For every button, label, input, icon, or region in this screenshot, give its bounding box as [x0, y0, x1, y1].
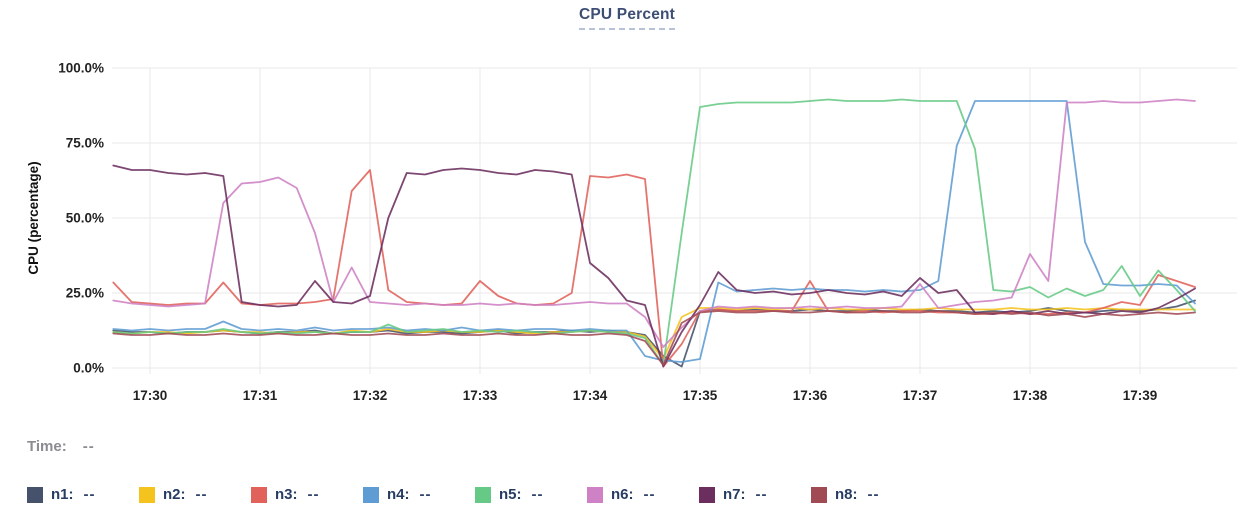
- y-tick-label: 0.0%: [73, 361, 104, 376]
- x-tick-label: 17:32: [353, 388, 388, 403]
- x-tick-label: 17:30: [133, 388, 168, 403]
- legend-item-n1[interactable]: n1: --: [27, 486, 139, 503]
- legend-label-n1: n1:: [51, 486, 74, 503]
- legend-item-n2[interactable]: n2: --: [139, 486, 251, 503]
- x-tick-label: 17:37: [903, 388, 938, 403]
- legend-swatch-n6: [587, 486, 603, 503]
- legend-item-n3[interactable]: n3: --: [251, 486, 363, 503]
- legend-value-n3: --: [307, 486, 320, 503]
- x-tick-label: 17:35: [683, 388, 718, 403]
- x-tick-label: 17:34: [573, 388, 608, 403]
- y-tick-label: 75.0%: [66, 136, 104, 151]
- series-line-n3: [112, 169, 1196, 368]
- legend-swatch-n4: [363, 486, 379, 503]
- legend-swatch-n2: [139, 486, 155, 503]
- legend-label-n7: n7:: [723, 486, 746, 503]
- series-line-n8: [112, 310, 1196, 366]
- legend-value-n7: --: [755, 486, 768, 503]
- legend-swatch-n7: [699, 486, 715, 503]
- legend-value-n1: --: [83, 486, 96, 503]
- series-line-n5: [112, 98, 1196, 366]
- legend-value-n5: --: [531, 486, 544, 503]
- chart-title[interactable]: CPU Percent: [578, 6, 676, 30]
- legend-label-n8: n8:: [835, 486, 858, 503]
- legend-item-n8[interactable]: n8: --: [811, 486, 923, 503]
- y-tick-label: 25.0%: [66, 286, 104, 301]
- legend-value-n6: --: [643, 486, 656, 503]
- series-line-n6: [112, 98, 1196, 348]
- legend-value-n2: --: [195, 486, 208, 503]
- y-axis-title: CPU (percentage): [26, 161, 41, 274]
- legend-item-n5[interactable]: n5: --: [475, 486, 587, 503]
- legend-value-n4: --: [419, 486, 432, 503]
- series-line-n7: [112, 164, 1196, 368]
- x-tick-label: 17:33: [463, 388, 498, 403]
- x-tick-label: 17:39: [1123, 388, 1158, 403]
- legend-swatch-n1: [27, 486, 43, 503]
- time-label: Time:: [27, 438, 67, 455]
- legend-label-n2: n2:: [163, 486, 186, 503]
- legend-item-n4[interactable]: n4: --: [363, 486, 475, 503]
- legend-label-n4: n4:: [387, 486, 410, 503]
- x-tick-label: 17:31: [243, 388, 278, 403]
- x-tick-label: 17:36: [793, 388, 828, 403]
- legend-value-n8: --: [867, 486, 880, 503]
- legend-swatch-n3: [251, 486, 267, 503]
- cpu-chart[interactable]: 17:30 17:31 17:32 17:33 17:34 17:35 17:36 17:37…: [0, 0, 1254, 424]
- series-line-n4: [112, 100, 1196, 363]
- legend-swatch-n5: [475, 486, 491, 503]
- legend-label-n5: n5:: [499, 486, 522, 503]
- series-line-n2: [112, 307, 1196, 360]
- chart-title-row: CPU Percent: [0, 6, 1254, 30]
- x-tick-label: 17:38: [1013, 388, 1048, 403]
- legend-label-n6: n6:: [611, 486, 634, 503]
- time-value: --: [82, 438, 95, 455]
- legend-item-n6[interactable]: n6: --: [587, 486, 699, 503]
- time-row: Time: --: [27, 438, 95, 455]
- legend-item-n7[interactable]: n7: --: [699, 486, 811, 503]
- legend-label-n3: n3:: [275, 486, 298, 503]
- y-tick-label: 100.0%: [58, 61, 104, 76]
- y-tick-label: 50.0%: [66, 211, 104, 226]
- legend-swatch-n8: [811, 486, 827, 503]
- legend: n1: -- n2: -- n3: -- n4: -- n5: -- n6: -- n7: -- n8: --: [27, 486, 923, 503]
